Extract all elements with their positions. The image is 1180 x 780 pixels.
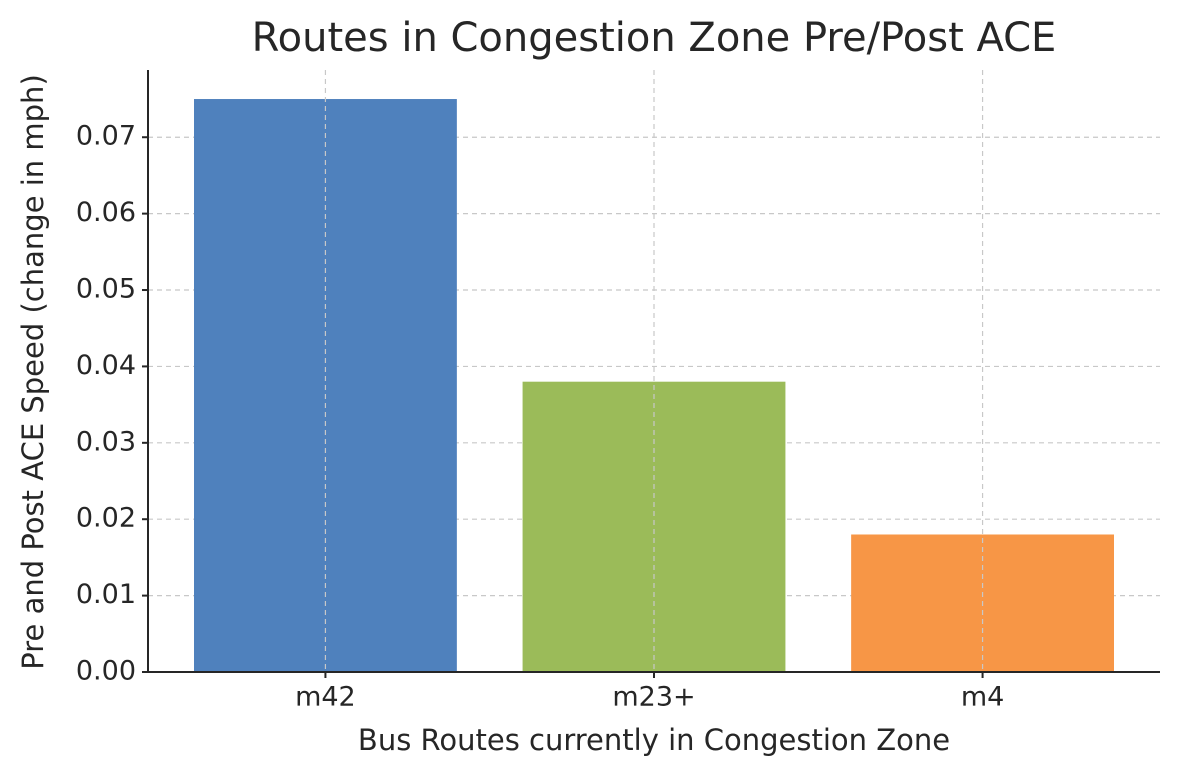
x-tick-label: m4 xyxy=(961,682,1004,713)
x-tick-label: m42 xyxy=(295,682,356,713)
y-tick-label: 0.04 xyxy=(76,350,136,381)
y-tick-label: 0.05 xyxy=(76,274,136,305)
y-tick-label: 0.02 xyxy=(76,503,136,534)
y-tick-label: 0.00 xyxy=(76,656,136,687)
x-axis-label: Bus Routes currently in Congestion Zone xyxy=(358,723,950,757)
x-tick-label: m23+ xyxy=(612,682,695,713)
y-tick-label: 0.03 xyxy=(76,426,136,457)
y-tick-label: 0.01 xyxy=(76,579,136,610)
y-axis-label: Pre and Post ACE Speed (change in mph) xyxy=(16,74,50,670)
chart-title: Routes in Congestion Zone Pre/Post ACE xyxy=(252,15,1057,61)
y-tick-label: 0.07 xyxy=(76,121,136,152)
y-tick-label: 0.06 xyxy=(76,197,136,228)
